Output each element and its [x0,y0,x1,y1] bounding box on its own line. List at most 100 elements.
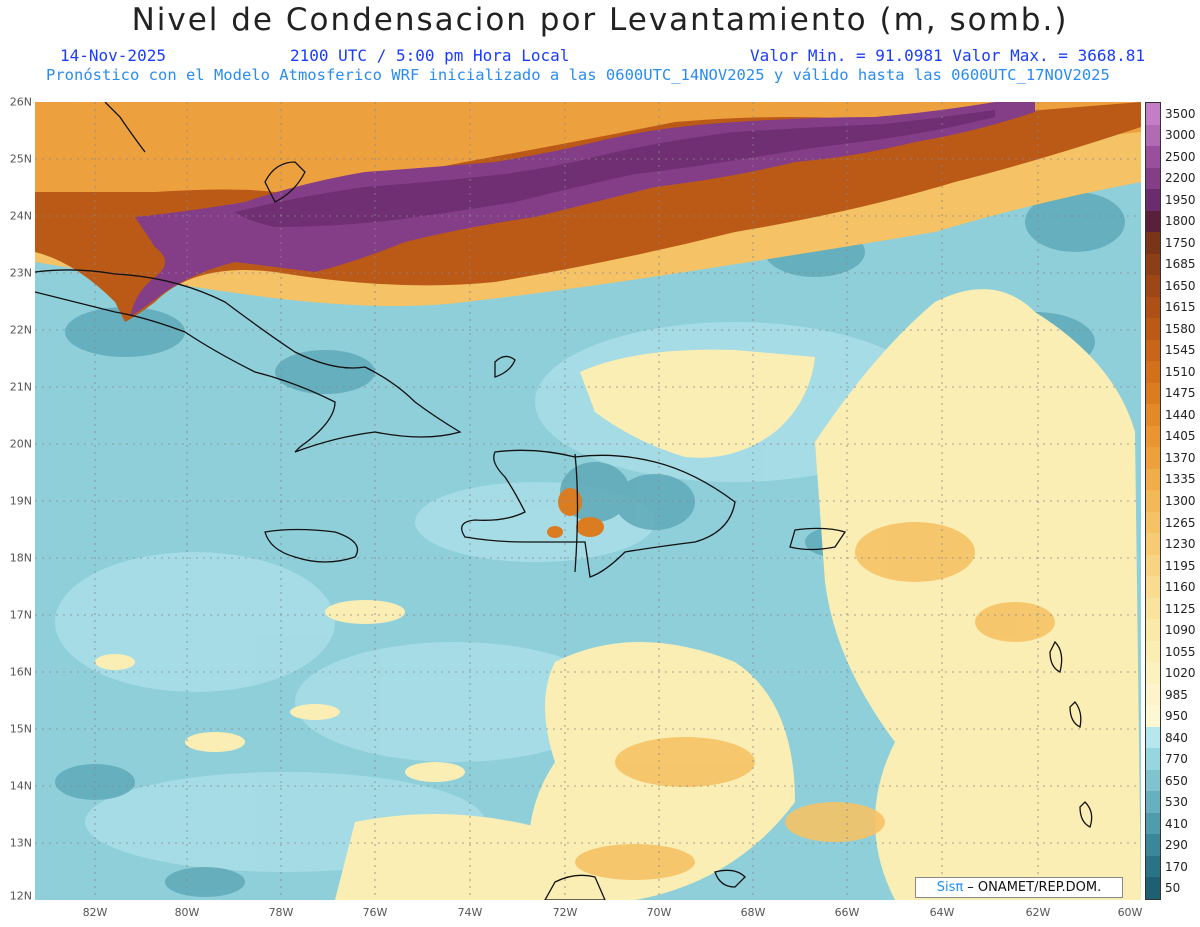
colorbar-cell [1146,769,1160,792]
colorbar-cell [1146,447,1160,470]
colorbar-cell [1146,404,1160,427]
colorbar-cell [1146,726,1160,749]
colorbar-label: 2500 [1165,149,1196,164]
colorbar-label: 770 [1165,752,1188,767]
lat-label: 15N [9,722,32,736]
colorbar-cell [1146,490,1160,513]
colorbar-label: 950 [1165,709,1188,724]
colorbar-cell [1146,877,1160,900]
lon-label: 74W [457,906,483,919]
lesser-antilles-3 [1079,801,1093,828]
colorbar-cell [1146,253,1160,276]
colorbar-label: 1265 [1165,515,1196,530]
colorbar-label: 170 [1165,859,1188,874]
lat-label: 16N [9,665,32,679]
colorbar-label: 1650 [1165,278,1196,293]
lat-label: 13N [9,836,32,850]
aruba-curacao [714,869,746,888]
map-title: Nivel de Condensacion por Levantamiento … [131,2,1069,38]
colorbar-label: 1405 [1165,429,1196,444]
colorbar-label: 1160 [1165,580,1196,595]
lon-label: 64W [929,906,955,919]
lat-label: 20N [9,437,32,451]
colorbar-label: 1440 [1165,407,1196,422]
colorbar-cell [1146,662,1160,685]
colorbar-label: 3500 [1165,106,1196,121]
lon-label: 66W [834,906,860,919]
colorbar-cell [1146,189,1160,212]
lat-label: 18N [9,551,32,565]
lesser-antilles-1 [1049,640,1063,673]
lcl-field-north-dark-purple [235,110,995,227]
colorbar-label: 1300 [1165,494,1196,508]
colorbar [1145,102,1161,900]
lat-label: 23N [9,266,32,280]
colorbar-label: 1750 [1165,235,1196,250]
min-max-values: Valor Min. = 91.0981 Valor Max. = 3668.8… [750,46,1145,65]
colorbar-cell [1146,576,1160,599]
lon-label: 68W [740,906,766,919]
colorbar-cell [1146,382,1160,405]
lesser-antilles-2 [1069,701,1082,728]
credit-box: Sisπ – ONAMET/REP.DOM. [915,877,1123,898]
jamaica-coast [264,528,359,563]
lcl-field-hispaniola-orange [547,488,604,538]
colorbar-cell [1146,705,1160,728]
lon-label: 80W [174,906,200,919]
colorbar-label: 840 [1165,730,1188,745]
bahamas-andros [264,161,306,203]
colorbar-cell [1146,296,1160,319]
lcl-field-pale-yellow [95,289,1141,900]
colorbar-cell [1146,124,1160,147]
sispi-logo: Sisπ [936,880,964,895]
colorbar-cell [1146,855,1160,878]
colorbar-label: 3000 [1165,128,1196,143]
colorbar-cell [1146,640,1160,663]
colorbar-cell [1146,425,1160,448]
graticule [35,102,1141,900]
colorbar-cell [1146,748,1160,771]
lat-label: 26N [9,95,32,109]
forecast-time: 2100 UTC / 5:00 pm Hora Local [290,46,570,65]
lon-label: 60W [1117,906,1143,919]
lat-label: 21N [9,380,32,394]
colorbar-label: 1195 [1165,558,1196,573]
colorbar-label: 1125 [1165,601,1196,616]
colorbar-label: 1800 [1165,214,1196,229]
colorbar-label: 1580 [1165,321,1196,336]
florida-coast [104,102,146,153]
colorbar-label: 1950 [1165,192,1196,207]
colorbar-cell [1146,812,1160,835]
colorbar-label: 1685 [1165,257,1196,272]
colorbar-label: 650 [1165,773,1188,788]
colorbar-cell [1146,791,1160,814]
lcl-field-tan [575,522,1055,880]
colorbar-cell [1146,210,1160,233]
colorbar-label: 1090 [1165,623,1196,638]
model-description: Pronóstico con el Modelo Atmosferico WRF… [46,66,1110,84]
colorbar-cell [1146,619,1160,642]
lat-label: 22N [9,323,32,337]
lat-label: 17N [9,608,32,622]
colorbar-label: 1510 [1165,364,1196,379]
colorbar-cell [1146,361,1160,384]
cuba-coast [35,269,462,453]
haiti-dr-border [574,453,579,573]
colorbar-cell [1146,533,1160,556]
lat-label: 14N [9,779,32,793]
colorbar-label: 50 [1165,881,1181,896]
colorbar-cell [1146,511,1160,534]
colorbar-label: 1335 [1165,472,1196,487]
colorbar-label: 2200 [1165,171,1196,186]
colorbar-label: 985 [1165,687,1188,702]
lat-label: 12N [9,889,32,903]
forecast-date: 14-Nov-2025 [60,46,166,65]
colorbar-cell [1146,232,1160,255]
colorbar-cell [1146,834,1160,857]
lon-label: 72W [552,906,578,919]
coastlines [35,102,1093,900]
colorbar-label: 1055 [1165,644,1196,659]
colorbar-label: 1020 [1165,666,1196,681]
lon-label: 78W [268,906,294,919]
great-inagua [494,355,516,378]
